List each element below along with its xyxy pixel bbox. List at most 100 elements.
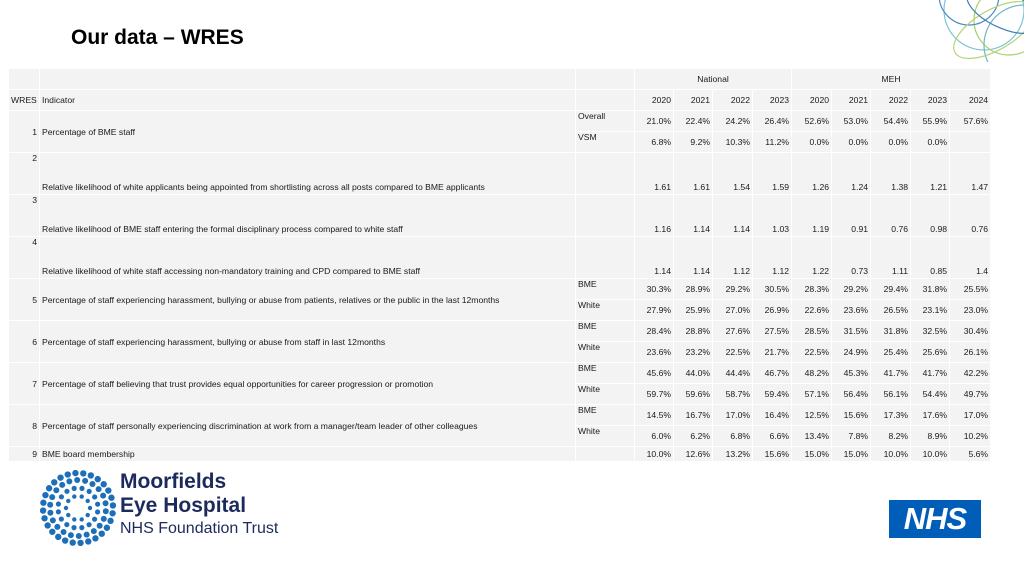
table-cell: 31.5%	[831, 320, 872, 342]
row-sub-label: BME	[575, 362, 635, 384]
table-cell: 10.2%	[949, 425, 992, 447]
table-cell: 10.0%	[910, 446, 951, 462]
table-cell: 44.0%	[673, 362, 713, 384]
table-cell: 6.0%	[634, 425, 674, 447]
table-cell: 57.6%	[949, 110, 992, 132]
row-number: 3	[8, 194, 40, 237]
table-cell: 1.11	[870, 236, 912, 279]
table-cell: 1.61	[673, 152, 713, 195]
table-cell: 0.0%	[831, 131, 872, 153]
table-cell: 17.6%	[910, 404, 951, 426]
table-cell: 59.6%	[673, 383, 713, 405]
table-cell: 10.0%	[634, 446, 674, 462]
moorfields-logo: Moorfields Eye Hospital NHS Foundation T…	[39, 469, 310, 547]
table-cell: 27.9%	[634, 299, 674, 321]
table-cell: 1.14	[634, 236, 674, 279]
table-cell: 22.4%	[673, 110, 713, 132]
table-cell: 0.0%	[791, 131, 833, 153]
table-cell: 6.8%	[712, 425, 753, 447]
row-sub-label: VSM	[575, 131, 635, 153]
header-year: 2021	[673, 89, 713, 111]
logo-line-3: NHS Foundation Trust	[120, 520, 279, 537]
table-cell: 8.9%	[910, 425, 951, 447]
table-cell: 32.5%	[910, 320, 951, 342]
table-cell: 30.5%	[751, 278, 793, 300]
table-cell: 54.4%	[870, 110, 912, 132]
table-cell: 10.3%	[712, 131, 753, 153]
row-number: 5	[8, 278, 40, 321]
header-year: 2020	[791, 89, 833, 111]
table-cell: 1.47	[949, 152, 992, 195]
logo-line-1: Moorfields	[120, 470, 227, 493]
table-cell: 29.2%	[712, 278, 753, 300]
table-cell: 28.4%	[634, 320, 674, 342]
table-cell: 28.3%	[791, 278, 833, 300]
table-cell: 26.1%	[949, 341, 992, 363]
row-indicator: Percentage of staff personally experienc…	[39, 404, 576, 447]
table-cell: 13.2%	[712, 446, 753, 462]
table-cell: 1.24	[831, 152, 872, 195]
table-cell: 17.0%	[949, 404, 992, 426]
table-cell: 1.12	[751, 236, 793, 279]
table-cell: 0.85	[910, 236, 951, 279]
table-cell: 29.2%	[831, 278, 872, 300]
page-title: Our data – WRES	[71, 26, 244, 49]
table-cell: 24.9%	[831, 341, 872, 363]
header-indicator: Indicator	[39, 89, 576, 111]
table-cell: 27.5%	[751, 320, 793, 342]
moorfields-sunburst-icon	[39, 469, 117, 547]
table-cell: 17.3%	[870, 404, 912, 426]
table-cell: 1.16	[634, 194, 674, 237]
row-indicator: BME board membership	[39, 446, 576, 462]
row-number: 1	[8, 110, 40, 153]
table-cell: 28.5%	[791, 320, 833, 342]
table-cell: 8.2%	[870, 425, 912, 447]
row-sub-label	[575, 446, 635, 462]
table-cell: 0.98	[910, 194, 951, 237]
row-indicator: Relative likelihood of white staff acces…	[39, 236, 576, 279]
decorative-pattern	[938, 0, 1024, 62]
table-cell: 22.5%	[791, 341, 833, 363]
table-cell: 58.7%	[712, 383, 753, 405]
table-cell: 27.0%	[712, 299, 753, 321]
row-sub-label	[575, 152, 635, 195]
table-cell: 6.2%	[673, 425, 713, 447]
table-cell: 27.6%	[712, 320, 753, 342]
row-indicator: Relative likelihood of BME staff enterin…	[39, 194, 576, 237]
row-sub-label: BME	[575, 404, 635, 426]
table-cell: 23.6%	[634, 341, 674, 363]
row-indicator: Percentage of BME staff	[39, 110, 576, 153]
table-cell: 21.0%	[634, 110, 674, 132]
table-cell: 23.0%	[949, 299, 992, 321]
table-cell: 41.7%	[910, 362, 951, 384]
table-cell: 1.03	[751, 194, 793, 237]
row-number: 8	[8, 404, 40, 447]
table-cell: 1.59	[751, 152, 793, 195]
table-cell: 6.6%	[751, 425, 793, 447]
table-cell: 31.8%	[910, 278, 951, 300]
row-indicator: Percentage of staff experiencing harassm…	[39, 320, 576, 363]
table-cell: 59.7%	[634, 383, 674, 405]
table-cell: 1.14	[712, 194, 753, 237]
table-cell: 30.4%	[949, 320, 992, 342]
table-cell: 59.4%	[751, 383, 793, 405]
table-cell: 1.12	[712, 236, 753, 279]
header-national: National	[633, 68, 793, 90]
row-number: 7	[8, 362, 40, 405]
table-cell: 56.1%	[870, 383, 912, 405]
header-blank-1	[8, 68, 40, 90]
table-cell: 15.6%	[751, 446, 793, 462]
table-cell: 10.0%	[870, 446, 912, 462]
row-sub-label: White	[575, 425, 635, 447]
table-cell: 24.2%	[712, 110, 753, 132]
table-cell: 14.5%	[634, 404, 674, 426]
table-cell: 30.3%	[634, 278, 674, 300]
row-indicator: Relative likelihood of white applicants …	[39, 152, 576, 195]
table-cell: 26.9%	[751, 299, 793, 321]
table-cell	[949, 131, 992, 153]
table-cell: 28.8%	[673, 320, 713, 342]
table-cell: 1.19	[791, 194, 833, 237]
table-cell: 26.4%	[751, 110, 793, 132]
table-cell: 52.6%	[791, 110, 833, 132]
table-cell: 49.7%	[949, 383, 992, 405]
